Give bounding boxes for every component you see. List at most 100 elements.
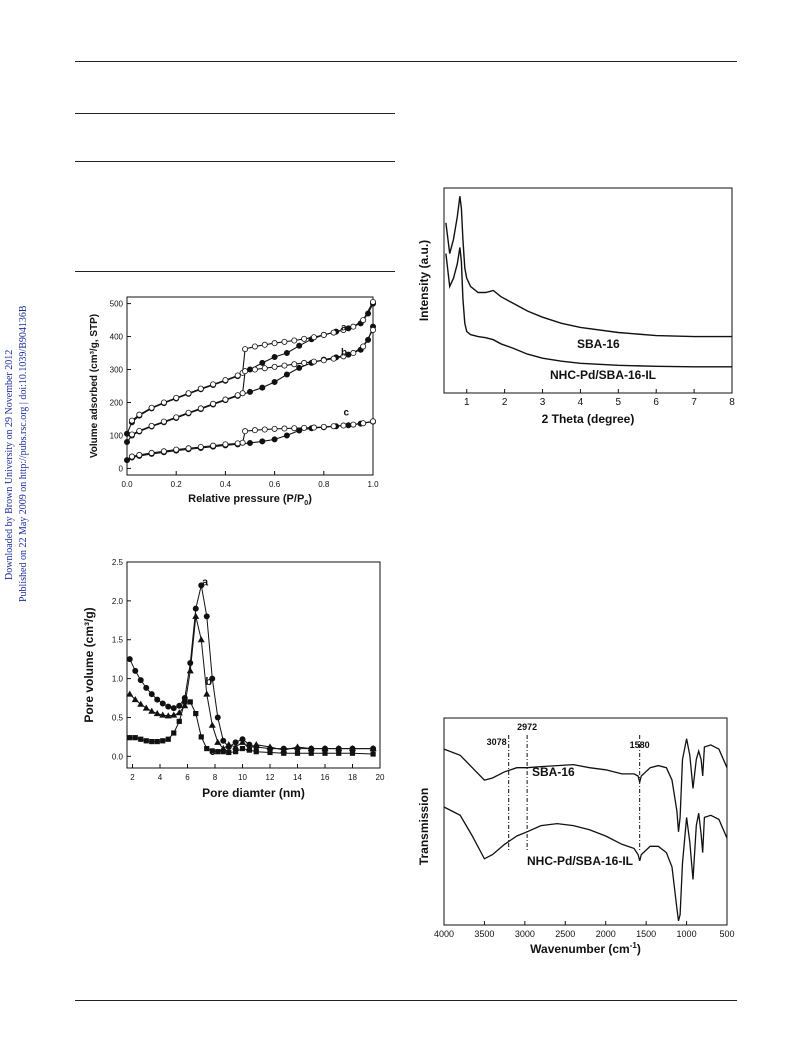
pore-point-c	[187, 699, 193, 705]
pore-point-b	[203, 690, 211, 697]
isotherm-adsorption-point-c	[259, 438, 266, 445]
pore-xtick-label: 2	[130, 773, 135, 782]
isotherm-adsorption-point-a	[124, 430, 131, 437]
isotherm-xtick-label: 1.0	[367, 480, 379, 489]
pore-point-c	[165, 736, 171, 742]
pore-point-b	[131, 695, 139, 703]
pore-point-b	[214, 738, 222, 745]
xrd-xtick-label: 8	[729, 397, 735, 408]
pore-point-c	[143, 738, 149, 744]
ftir-series-label-nhc: NHC-Pd/SBA-16-IL	[527, 854, 633, 868]
isotherm-desorption-point-c	[148, 449, 155, 456]
pore-point-b	[208, 721, 216, 728]
isotherm-desorption-point-c	[242, 428, 249, 435]
isotherm-desorption-point-a	[320, 331, 327, 338]
isotherm-xtick-label: 0.8	[318, 480, 330, 489]
isotherm-desorption-point-b	[340, 353, 347, 360]
isotherm-desorption-point-a	[350, 323, 357, 330]
pore-point-c	[176, 718, 182, 724]
isotherm-desorption-point-c	[310, 424, 317, 431]
ftir-annotation-label: 3078	[487, 737, 507, 747]
ftir-annotation-label: 2972	[517, 722, 537, 732]
isotherm-desorption-point-a	[242, 346, 249, 353]
pore-point-b	[192, 612, 200, 619]
isotherm-desorption-point-b	[222, 396, 229, 403]
pore-ytick-label: 2.0	[112, 597, 124, 606]
pore-point-c	[220, 749, 226, 755]
pore-ytick-label: 1.5	[112, 636, 124, 645]
isotherm-desorption-point-c	[173, 446, 180, 453]
isotherm-desorption-point-a	[261, 341, 268, 348]
isotherm-desorption-point-b	[360, 343, 367, 350]
xrd-xtick-label: 5	[616, 397, 622, 408]
isotherm-desorption-point-b	[271, 363, 278, 370]
xrd-xtick-label: 4	[578, 397, 584, 408]
pore-point-a	[148, 691, 155, 698]
pore-point-c	[182, 699, 188, 705]
isotherm-desorption-point-c	[320, 423, 327, 430]
pore-point-c	[294, 750, 301, 756]
ftir-xlabel: Wavenumber (cm-1)	[530, 941, 641, 956]
isotherm-adsorption-point-b	[296, 364, 303, 371]
xrd-series-line-1	[445, 247, 732, 368]
isotherm-desorption-point-a	[301, 335, 308, 342]
isotherm-desorption-point-a	[310, 334, 317, 341]
pore-point-b	[225, 741, 233, 748]
pore-ytick-label: 0.0	[112, 752, 124, 761]
isotherm-desorption-point-a	[197, 385, 204, 392]
pore-point-a	[126, 656, 133, 663]
isotherm-figure: 0.0 0.2 0.4 0.6 0.8 1.0 0 100 200 300 400 500 a b c Rel…	[89, 296, 379, 507]
ftir-xtick-label: 4000	[434, 929, 454, 939]
pore-point-c	[233, 749, 239, 755]
isotherm-desorption-point-c	[136, 451, 143, 458]
pore-point-b	[293, 743, 302, 750]
isotherm-adsorption-point-a	[271, 353, 278, 360]
download-notice[interactable]: Downloaded by Brown University on 29 Nov…	[4, 349, 15, 580]
pore-point-a	[159, 700, 166, 707]
isotherm-desorption-point-a	[160, 399, 167, 406]
isotherm-desorption-point-c	[350, 421, 357, 428]
pore-point-c	[160, 738, 166, 744]
isotherm-adsorption-point-c	[124, 457, 131, 464]
pore-point-b	[170, 711, 178, 718]
isotherm-ytick-label: 300	[110, 366, 124, 375]
pore-point-c	[253, 749, 259, 755]
pore-point-c	[239, 745, 246, 752]
isotherm-plot-frame	[126, 296, 374, 476]
isotherm-desorption-point-b	[261, 365, 268, 372]
pore-point-c	[204, 745, 210, 752]
pore-point-c	[171, 730, 177, 736]
xrd-xtick-label: 6	[653, 397, 659, 408]
ftir-xtick-label: 2000	[596, 929, 616, 939]
pore-plot-frame	[126, 561, 381, 769]
isotherm-desorption-point-b	[281, 362, 288, 369]
ftir-plot-frame	[443, 717, 728, 926]
isotherm-desorption-point-c	[251, 427, 258, 434]
xrd-xtick-label: 1	[464, 397, 470, 408]
ftir-xtick-label: 2500	[555, 929, 575, 939]
xrd-ylabel: Intensity (a.u.)	[417, 240, 431, 321]
pore-point-b	[148, 707, 156, 714]
pore-ylabel: Pore volume (cm³/g)	[82, 607, 96, 722]
xrd-xtick-label: 3	[540, 397, 546, 408]
isotherm-desorption-point-a	[369, 298, 376, 305]
pore-point-c	[132, 735, 138, 741]
pore-point-a	[176, 702, 183, 709]
publication-notice[interactable]: Published on 22 May 2009 on http://pubs.…	[18, 305, 29, 602]
isotherm-desorption-point-c	[281, 425, 288, 432]
isotherm-desorption-point-c	[271, 425, 278, 432]
pore-point-a	[165, 703, 172, 710]
isotherm-desorption-point-b	[251, 366, 258, 373]
pore-point-a	[209, 675, 216, 682]
pore-point-a	[203, 613, 210, 620]
isotherm-desorption-point-a	[234, 372, 241, 379]
xrd-figure: 1 2 3 4 5 6 7 8 SBA-16 NHC-Pd/SBA-16-IL 2 Theta (d…	[417, 187, 735, 426]
isotherm-desorption-point-b	[148, 422, 155, 429]
isotherm-desorption-point-a	[291, 337, 298, 344]
pore-ytick-label: 0.5	[112, 713, 124, 722]
pore-point-c	[198, 734, 204, 740]
ftir-xtick-label: 1000	[677, 929, 697, 939]
pore-series-label-a: a	[202, 576, 209, 588]
pore-point-c	[215, 749, 221, 755]
isotherm-adsorption-point-c	[271, 436, 278, 443]
